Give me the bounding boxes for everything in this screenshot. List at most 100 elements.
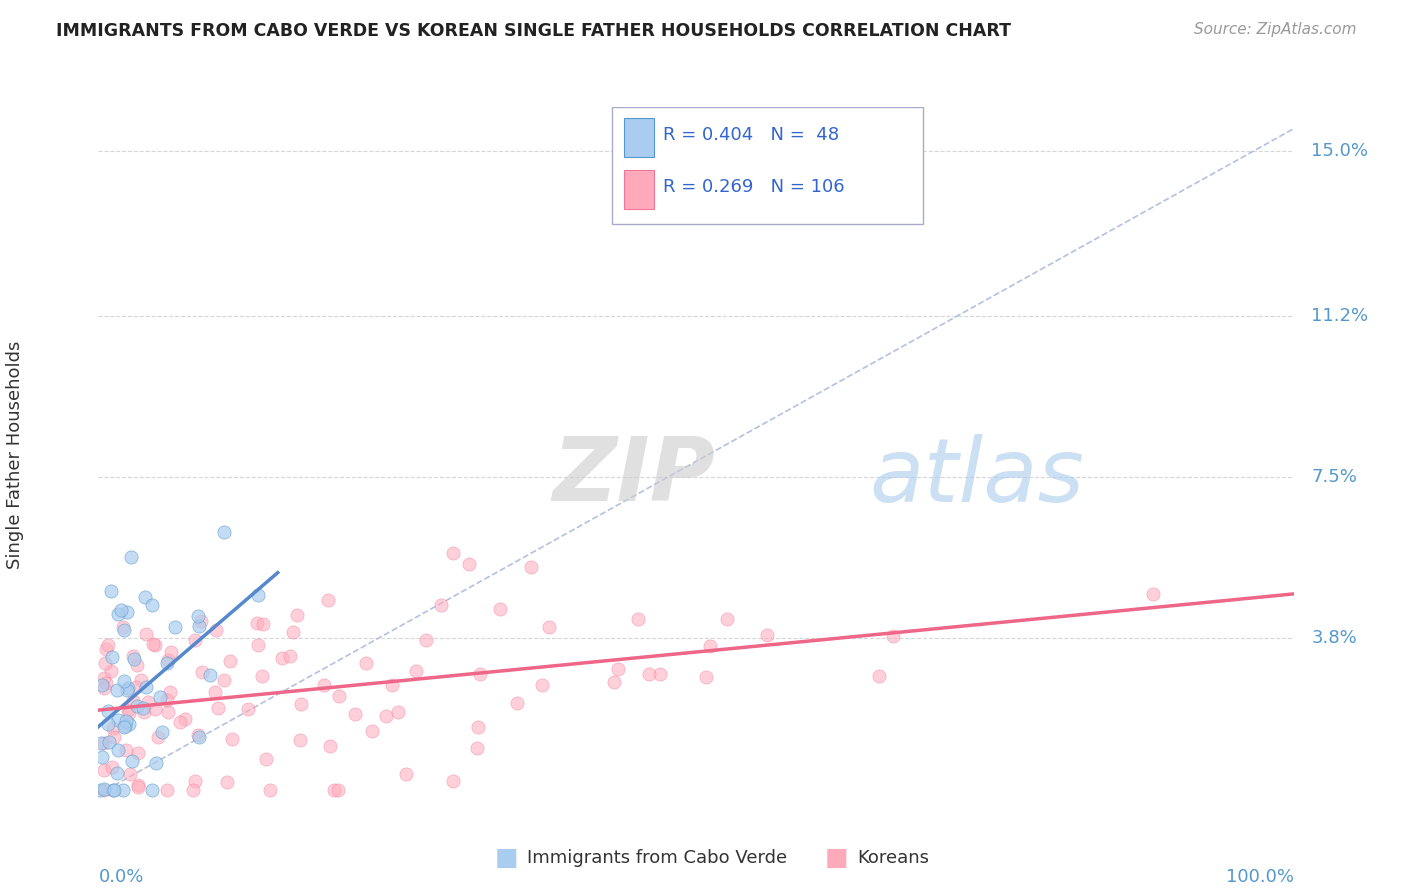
Point xyxy=(115,743,138,757)
Point xyxy=(247,588,270,602)
Point xyxy=(107,683,129,698)
FancyBboxPatch shape xyxy=(613,107,924,225)
Point xyxy=(96,642,118,657)
Point xyxy=(756,628,779,642)
Point xyxy=(699,640,721,654)
Point xyxy=(145,756,167,771)
Text: 3.8%: 3.8% xyxy=(1312,629,1357,647)
Point xyxy=(319,739,342,753)
Point xyxy=(143,638,166,652)
Point xyxy=(247,638,270,652)
Point xyxy=(98,735,121,749)
Point xyxy=(250,669,273,683)
Point xyxy=(122,651,145,665)
Point xyxy=(125,680,148,694)
Point xyxy=(184,774,207,789)
Point xyxy=(314,678,336,692)
Point xyxy=(328,689,350,703)
Point xyxy=(322,782,344,797)
Point xyxy=(107,743,129,757)
Point xyxy=(868,669,890,683)
Point xyxy=(112,624,135,638)
Point xyxy=(882,629,904,643)
Point xyxy=(135,627,157,641)
Point xyxy=(374,709,396,723)
Point xyxy=(100,664,122,678)
Point xyxy=(465,741,488,756)
Point xyxy=(97,717,120,731)
Point xyxy=(186,609,208,624)
Text: ■: ■ xyxy=(495,847,517,870)
Point xyxy=(219,653,242,667)
Point xyxy=(118,706,141,720)
Point xyxy=(716,611,738,625)
Text: Immigrants from Cabo Verde: Immigrants from Cabo Verde xyxy=(527,849,787,867)
Point xyxy=(344,706,367,721)
Point xyxy=(114,714,136,728)
Point xyxy=(470,667,492,681)
Text: Source: ZipAtlas.com: Source: ZipAtlas.com xyxy=(1194,22,1357,37)
Point xyxy=(93,782,115,797)
Point xyxy=(354,656,377,670)
Point xyxy=(134,590,156,604)
Point xyxy=(204,623,226,637)
Point xyxy=(111,782,134,797)
Point xyxy=(190,615,212,629)
Text: R = 0.269   N = 106: R = 0.269 N = 106 xyxy=(662,178,844,196)
Point xyxy=(430,599,453,613)
Point xyxy=(134,705,156,719)
Point xyxy=(695,670,717,684)
Point xyxy=(101,782,124,797)
Point xyxy=(101,650,124,665)
Point xyxy=(146,731,169,745)
Point xyxy=(405,664,427,678)
Point xyxy=(212,524,235,539)
Point xyxy=(156,705,179,719)
Text: Single Father Households: Single Father Households xyxy=(6,341,24,569)
Point xyxy=(93,763,115,777)
Point xyxy=(360,723,382,738)
Point xyxy=(1142,587,1164,601)
Point xyxy=(101,759,124,773)
Point xyxy=(94,676,117,690)
Point xyxy=(187,730,209,744)
Point xyxy=(127,780,149,795)
Point xyxy=(105,765,128,780)
Point xyxy=(174,713,197,727)
Point xyxy=(537,619,560,633)
Point xyxy=(157,653,180,667)
Point xyxy=(188,619,211,633)
Point xyxy=(97,704,120,718)
Point xyxy=(160,645,183,659)
Point xyxy=(90,736,112,750)
Point xyxy=(387,705,409,719)
Point xyxy=(187,728,209,742)
FancyBboxPatch shape xyxy=(624,170,654,210)
Text: ZIP: ZIP xyxy=(553,434,716,520)
Point xyxy=(221,731,243,746)
Point xyxy=(288,733,311,747)
Point xyxy=(381,678,404,692)
Point xyxy=(530,678,553,692)
Point xyxy=(441,774,464,789)
Point xyxy=(212,673,235,688)
Text: Koreans: Koreans xyxy=(858,849,929,867)
Point xyxy=(111,620,134,634)
Point xyxy=(121,693,143,707)
Point xyxy=(127,746,149,760)
Point xyxy=(122,649,145,664)
Point xyxy=(149,690,172,704)
Point xyxy=(627,612,650,626)
Point xyxy=(141,782,163,797)
Point xyxy=(100,584,122,599)
Text: atlas: atlas xyxy=(869,434,1084,520)
Point xyxy=(316,592,339,607)
Point xyxy=(163,620,186,634)
Point xyxy=(145,702,167,716)
Point xyxy=(467,719,489,733)
Point xyxy=(637,667,659,681)
Point xyxy=(155,693,177,707)
Point xyxy=(415,633,437,648)
Point xyxy=(136,695,159,709)
Point xyxy=(259,782,281,797)
